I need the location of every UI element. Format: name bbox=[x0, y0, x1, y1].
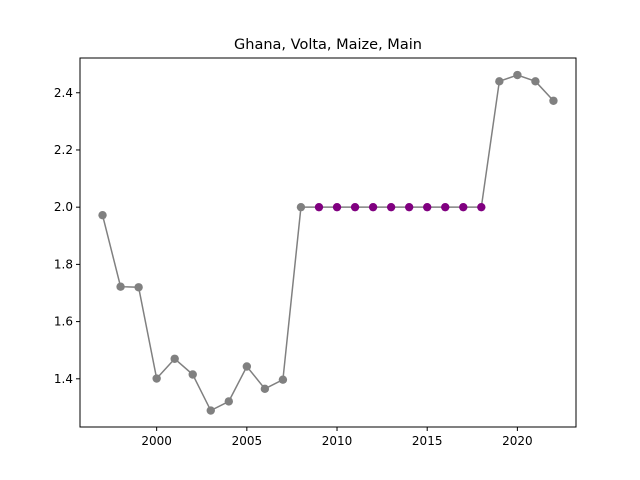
x-tick-label: 2005 bbox=[232, 434, 263, 448]
y-tick-label: 2.2 bbox=[54, 143, 73, 157]
y-tick-label: 1.8 bbox=[54, 257, 73, 271]
data-point bbox=[170, 354, 179, 363]
data-point bbox=[441, 202, 450, 212]
data-point bbox=[242, 362, 252, 371]
x-tick-label: 2010 bbox=[322, 434, 353, 448]
data-point bbox=[386, 202, 396, 212]
y-tick-label: 2.4 bbox=[54, 86, 73, 100]
axes-frame bbox=[79, 57, 577, 428]
data-point bbox=[188, 370, 197, 379]
x-axis: 2000 2005 2010 2015 2020 bbox=[141, 427, 533, 448]
series-line bbox=[101, 74, 555, 412]
data-point bbox=[368, 202, 378, 212]
data-point bbox=[314, 202, 324, 212]
data-point bbox=[477, 202, 486, 212]
data-point bbox=[332, 202, 342, 212]
data-point bbox=[549, 96, 558, 105]
data-point bbox=[260, 384, 270, 394]
plot-area bbox=[98, 70, 558, 415]
x-tick-label: 2000 bbox=[141, 434, 172, 448]
data-point bbox=[296, 202, 306, 212]
data-point bbox=[98, 210, 107, 220]
x-tick-label: 2020 bbox=[502, 434, 533, 448]
y-tick-label: 1.6 bbox=[54, 315, 73, 329]
data-point bbox=[116, 282, 125, 291]
data-point bbox=[531, 77, 540, 86]
data-point bbox=[224, 397, 233, 406]
data-point bbox=[495, 77, 504, 86]
data-point bbox=[404, 202, 414, 212]
chart-title: Ghana, Volta, Maize, Main bbox=[234, 37, 422, 53]
data-point bbox=[350, 202, 360, 212]
data-point bbox=[459, 202, 468, 212]
data-point bbox=[206, 406, 215, 415]
data-point bbox=[423, 202, 432, 212]
y-tick-label: 1.4 bbox=[54, 372, 73, 386]
data-point bbox=[134, 283, 143, 292]
x-tick-label: 2015 bbox=[412, 434, 443, 448]
data-point bbox=[152, 374, 161, 383]
data-point bbox=[278, 375, 288, 384]
y-axis: 1.4 1.6 1.8 2.0 2.2 2.4 bbox=[54, 86, 80, 386]
y-tick-label: 2.0 bbox=[54, 200, 73, 214]
data-point bbox=[513, 70, 522, 80]
